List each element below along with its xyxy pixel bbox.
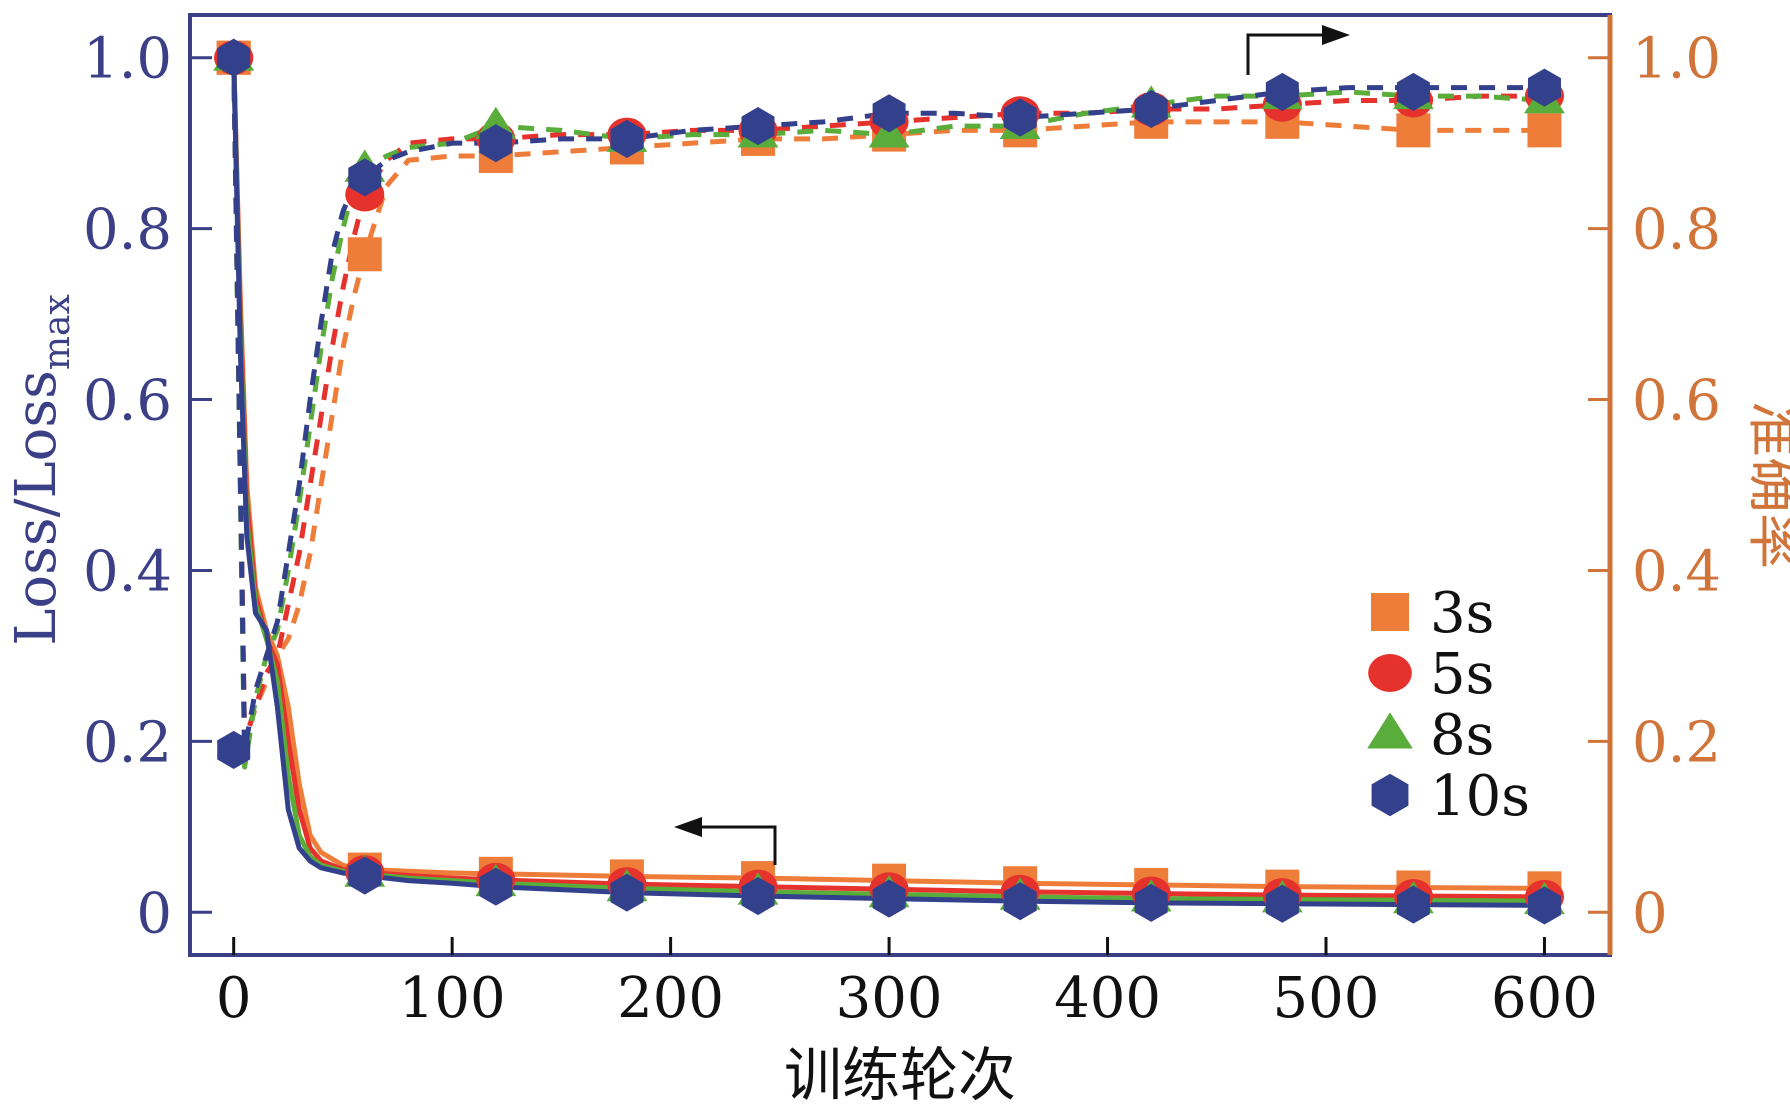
right-tick-label: 1.0 [1632,27,1721,92]
series-8s-accuracy-line [231,57,1545,770]
right-axis-title: 准确率 [1741,401,1790,569]
series-8s-loss-line [231,57,1545,904]
series-10s-loss-marker [348,856,382,895]
series-10s-loss-marker [610,873,644,912]
x-tick-label: 400 [1054,966,1161,1031]
markers-layer [213,38,1565,925]
series-3s-accuracy-line [231,57,1545,744]
series-10s-accuracy-marker [479,124,513,163]
right-axis-ticks: 0 0.2 0.4 0.6 0.8 1.0 [1588,27,1721,946]
left-tick-label: 1.0 [83,27,172,92]
series-10s-accuracy-marker [1265,72,1299,111]
arrow-to-left-axis [674,817,777,865]
series-10s-loss-marker [741,876,775,916]
legend-label-8s: 8s [1430,703,1494,768]
left-tick-label: 0.6 [83,369,172,434]
right-tick-label: 0 [1632,881,1668,946]
series-10s-accuracy-marker [1527,68,1561,107]
arrow-to-right-axis [1246,25,1350,75]
left-axis-title-sub: max [37,294,78,370]
legend-marker-5s [1368,654,1412,692]
legend-marker-3s [1371,593,1409,631]
legend-label-10s: 10s [1430,764,1530,829]
x-tick-label: 500 [1273,966,1380,1031]
left-tick-label: 0.4 [83,539,172,604]
right-tick-label: 0.4 [1632,539,1721,604]
x-axis-title: 训练轮次 [784,1041,1016,1109]
series-5s-accuracy-line [231,57,1545,744]
left-tick-label: 0 [136,881,172,946]
x-tick-label: 600 [1491,966,1598,1031]
right-tick-label: 0.8 [1632,198,1721,263]
series-layer [231,57,1545,908]
x-tick-label: 100 [399,966,506,1031]
series-3s-accuracy-marker [1396,113,1431,148]
series-10s-loss-marker [872,879,906,918]
series-10s-accuracy-marker [1396,72,1430,111]
x-tick-label: 200 [617,966,724,1031]
legend-marker-8s [1367,712,1413,749]
series-10s-loss-marker [1527,886,1561,925]
series-3s-accuracy-marker [1527,113,1562,148]
series-10s-accuracy-marker [741,107,775,146]
series-10s-loss-marker [217,38,251,77]
series-10s-loss-marker [479,867,513,906]
series-5s-loss-line [231,57,1545,900]
series-10s-accuracy-line [231,57,1545,753]
series-3s-loss-line [231,57,1545,891]
left-axis-title: Loss/Lossmax [4,294,78,646]
legend-label-5s: 5s [1430,642,1494,707]
series-10s-loss-line [231,57,1545,908]
legend-label-3s: 3s [1430,581,1494,646]
left-tick-label: 0.8 [83,198,172,263]
series-10s-accuracy-marker [872,94,906,133]
right-tick-label: 0.6 [1632,369,1721,434]
right-tick-label: 0.2 [1632,710,1721,775]
series-10s-accuracy-marker [1134,89,1168,129]
series-10s-loss-marker [1134,883,1168,922]
series-10s-loss-marker [1003,882,1037,921]
x-tick-label: 0 [216,966,252,1031]
left-axis-ticks: 0 0.2 0.4 0.6 0.8 1.0 [83,27,212,946]
series-3s-accuracy-marker [347,237,382,272]
x-axis-ticks: 0 100 200 300 400 500 600 [216,937,1598,1031]
series-10s-accuracy-marker [217,730,251,769]
left-tick-label: 0.2 [83,710,172,775]
x-tick-label: 300 [836,966,943,1031]
left-axis-title-main: Loss/Loss [4,370,69,646]
series-10s-accuracy-marker [1003,98,1037,137]
series-10s-loss-marker [1265,884,1299,923]
series-10s-accuracy-marker [348,158,382,197]
series-10s-accuracy-marker [610,119,644,158]
legend-marker-10s [1371,773,1409,817]
series-10s-loss-marker [1396,885,1430,924]
